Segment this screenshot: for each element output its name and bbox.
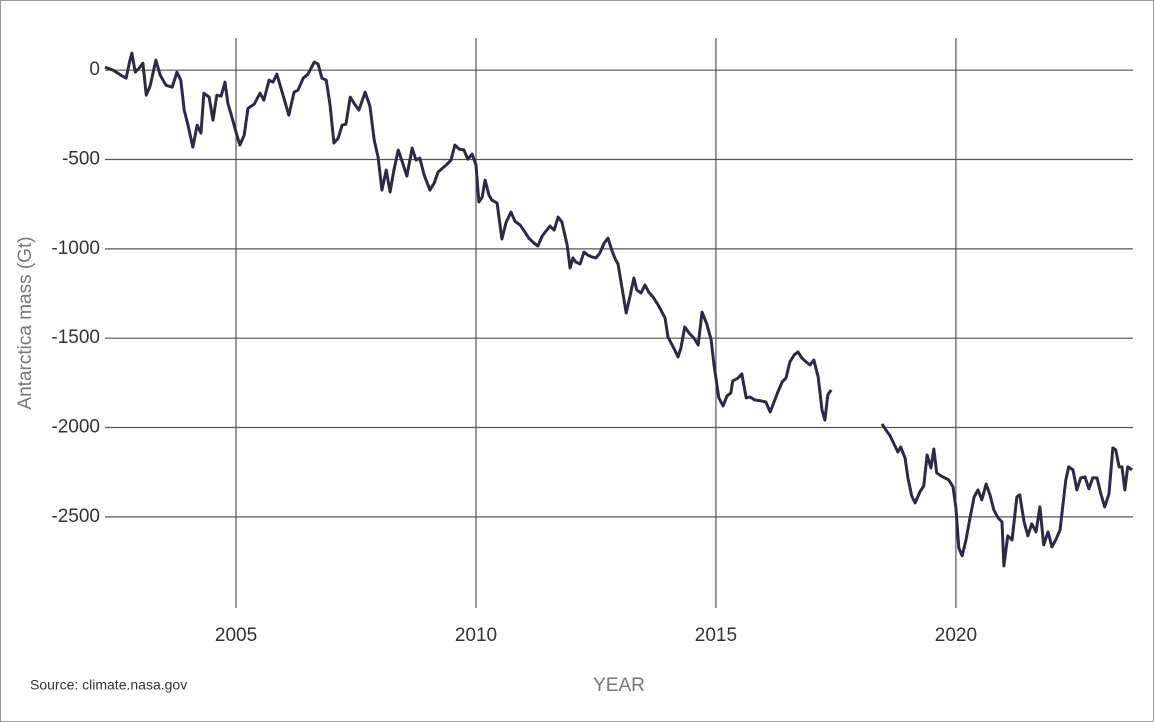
y-tick-label: -500 — [62, 149, 100, 170]
y-tick-label: -2500 — [51, 506, 100, 527]
source: Source: climate.nasa.gov — [30, 677, 187, 693]
y-tick-label: -2000 — [51, 417, 100, 438]
data-line — [104, 51, 1133, 568]
y-tick-label: 0 — [89, 59, 100, 80]
x-tick-label: 2005 — [215, 625, 257, 646]
x-tick-label: 2010 — [455, 625, 497, 646]
y-tick-label: -1000 — [51, 238, 100, 259]
y-axis-title: Antarctica mass (Gt) — [15, 236, 36, 409]
x-tick-label: 2015 — [695, 625, 737, 646]
y-tick-label: -1500 — [51, 327, 100, 348]
x-tick-label: 2020 — [935, 625, 977, 646]
x-axis-title: YEAR — [593, 675, 645, 696]
